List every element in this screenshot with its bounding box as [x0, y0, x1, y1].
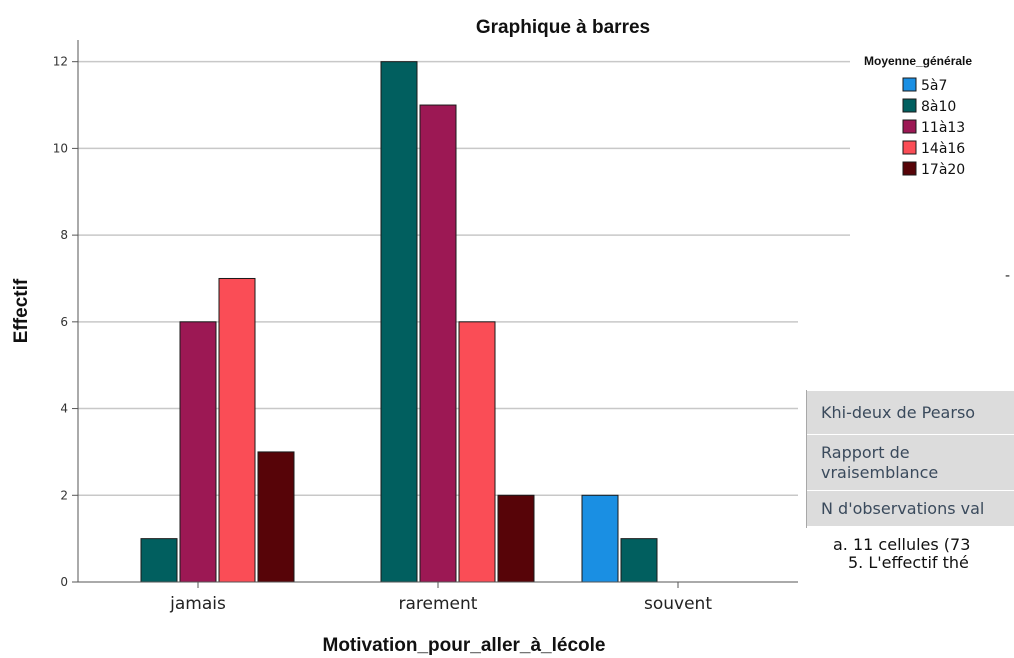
bar: [420, 105, 456, 582]
footnote-continuation: 5. L'effectif thé: [833, 554, 1014, 572]
table-row: Rapport de vraisemblance: [807, 435, 1014, 491]
x-axis-categories: jamais rarement souvent: [169, 582, 712, 614]
bar: [180, 322, 216, 582]
y-tick-label: 4: [60, 402, 68, 416]
y-axis-title: Effectif: [11, 278, 32, 343]
bar: [582, 495, 618, 582]
y-tick-label: 2: [60, 488, 68, 502]
legend-title: Moyenne_générale: [864, 54, 972, 68]
truncated-mark: -: [1005, 268, 1010, 284]
legend: Moyenne_générale 5à7 8à10 11à13 14à16 17à20: [864, 54, 972, 178]
chart-title: Graphique à barres: [476, 17, 650, 38]
legend-label: 17à20: [921, 162, 965, 178]
table-footnotes: a. 11 cellules (73 5. L'effectif thé: [833, 536, 1014, 572]
table-row: N d'observations val: [807, 491, 1014, 527]
row-label-line2: vraisemblance: [821, 463, 1014, 483]
bar: [219, 278, 255, 582]
table-row: Khi-deux de Pearso: [807, 391, 1014, 435]
legend-swatch: [903, 99, 916, 112]
row-label-likelihood: Rapport de vraisemblance: [807, 435, 1014, 491]
y-axis-ticks: 0 2 4 6 8 10 12: [53, 55, 78, 589]
y-tick-label: 6: [60, 315, 68, 329]
bar: [498, 495, 534, 582]
bar: [141, 539, 177, 582]
chi-square-table: Khi-deux de Pearso Rapport de vraisembla…: [806, 390, 1014, 528]
legend-swatch: [903, 78, 916, 91]
bar: [381, 62, 417, 582]
x-axis-title: Motivation_pour_aller_à_lécole: [323, 635, 606, 656]
bar: [258, 452, 294, 582]
legend-swatch: [903, 162, 916, 175]
legend-label: 11à13: [921, 120, 965, 136]
row-label-n-valid: N d'observations val: [807, 491, 1014, 527]
bar: [621, 539, 657, 582]
footnote-a: a. 11 cellules (73: [833, 536, 1014, 554]
y-tick-label: 12: [53, 55, 68, 69]
row-label-pearson: Khi-deux de Pearso: [807, 391, 1014, 435]
legend-swatch: [903, 120, 916, 133]
legend-label: 14à16: [921, 141, 965, 157]
y-tick-label: 10: [53, 141, 68, 155]
legend-label: 8à10: [921, 99, 956, 115]
bar: [459, 322, 495, 582]
x-category-label: souvent: [644, 594, 712, 614]
y-tick-label: 8: [60, 228, 68, 242]
row-label-line1: Rapport de: [821, 443, 1014, 463]
legend-swatch: [903, 141, 916, 154]
x-category-label: rarement: [399, 594, 478, 614]
x-category-label: jamais: [169, 594, 226, 614]
legend-label: 5à7: [921, 78, 947, 94]
y-tick-label: 0: [60, 575, 68, 589]
